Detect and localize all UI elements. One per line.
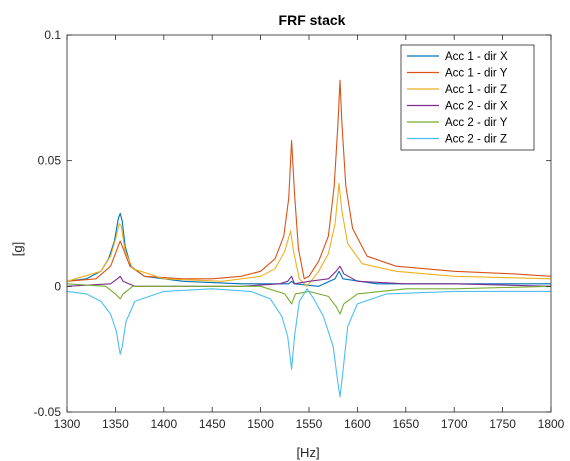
x-tick-label: 1300 — [54, 417, 81, 431]
y-axis-label: [g] — [10, 242, 25, 256]
x-tick-label: 1450 — [199, 417, 226, 431]
y-tick-label: 0 — [54, 279, 61, 293]
legend-label-1: Acc 1 - dir X — [445, 51, 508, 63]
y-tick-label: -0.05 — [34, 405, 62, 419]
x-axis-label: [Hz] — [296, 445, 319, 460]
x-tick-label: 1650 — [392, 417, 419, 431]
series-line-1 — [66, 212, 551, 287]
x-tick-label: 1550 — [296, 417, 323, 431]
x-tick-label: 1750 — [489, 417, 516, 431]
x-tick-label: 1700 — [441, 417, 468, 431]
legend: Acc 1 - dir X Acc 1 - dir Y Acc 1 - dir Z A… — [400, 44, 535, 151]
legend-label-2: Acc 1 - dir Y — [445, 68, 508, 80]
series-line-6 — [66, 288, 551, 398]
legend-label-5: Acc 2 - dir Y — [445, 117, 508, 129]
x-tick-label: 1400 — [150, 417, 177, 431]
series-line-4 — [66, 265, 552, 287]
x-tick-label: 1800 — [538, 417, 565, 431]
legend-label-4: Acc 2 - dir X — [445, 101, 508, 113]
x-tick-label: 1350 — [102, 417, 129, 431]
series-layer — [66, 79, 552, 398]
axes-layer: 1300 1350 1400 1450 1500 1550 1600 1650 1700 1750… — [34, 28, 565, 431]
x-tick-label: 1600 — [344, 417, 371, 431]
legend-label-3: Acc 1 - dir Z — [445, 84, 507, 96]
series-line-5 — [66, 283, 552, 315]
series-line-3 — [66, 182, 552, 287]
y-tick-label: 0.05 — [38, 154, 62, 168]
x-tick-label: 1500 — [247, 417, 274, 431]
legend-box — [400, 44, 535, 151]
series-line-2 — [66, 79, 552, 282]
chart-title: FRF stack — [279, 12, 346, 28]
legend-label-6: Acc 2 - dir Z — [445, 134, 507, 146]
y-tick-label: 0.1 — [44, 28, 61, 42]
